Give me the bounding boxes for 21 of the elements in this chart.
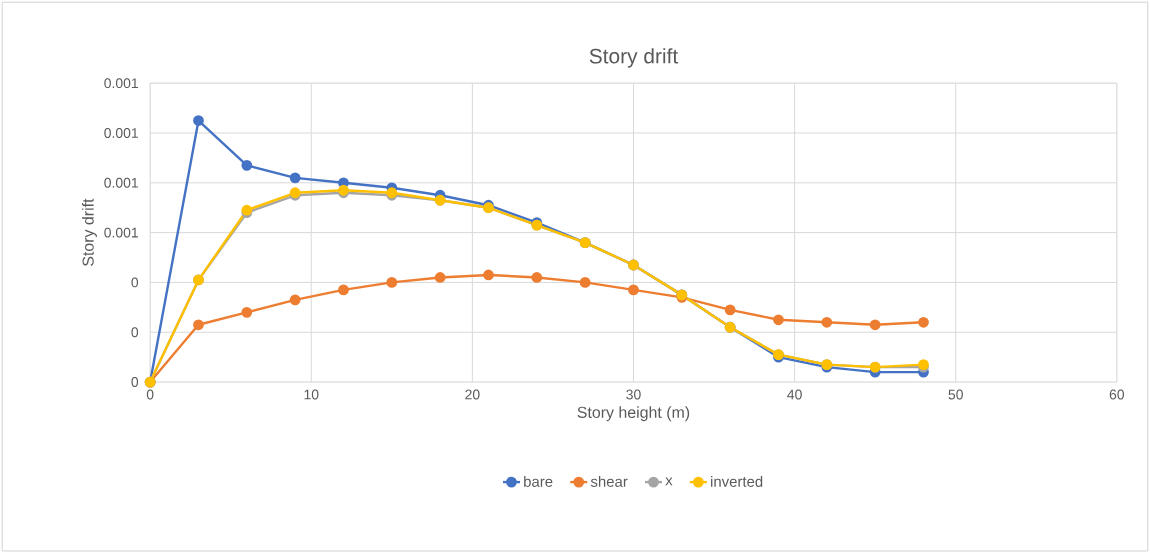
y-tick-label: 0.001 — [104, 177, 138, 188]
y-tick-label: 0 — [131, 377, 139, 387]
x-tick-label: 10 — [304, 389, 319, 400]
x-axis-title: Story height (m) — [577, 406, 690, 422]
y-tick-label: 0 — [131, 277, 139, 288]
chart-title: Story drift — [589, 48, 679, 68]
y-tick-label: 0 — [131, 327, 139, 338]
y-tick-label: 0.001 — [104, 127, 138, 138]
legend-label: inverted — [711, 475, 763, 487]
x-tick-label: 50 — [948, 389, 963, 400]
x-tick-label: 40 — [787, 389, 802, 400]
x-tick-label: 20 — [465, 389, 480, 400]
y-tick-label: 0.001 — [104, 78, 138, 89]
x-tick-label: 0 — [146, 389, 154, 400]
legend-label: shear — [590, 475, 628, 487]
y-tick-label: 0.001 — [104, 227, 138, 238]
legend-label: bare — [524, 475, 553, 487]
legend-label: x — [665, 477, 673, 486]
x-tick-label: 30 — [626, 389, 641, 400]
x-tick-label: 60 — [1109, 389, 1125, 400]
y-axis-title: Story drift — [82, 198, 97, 266]
